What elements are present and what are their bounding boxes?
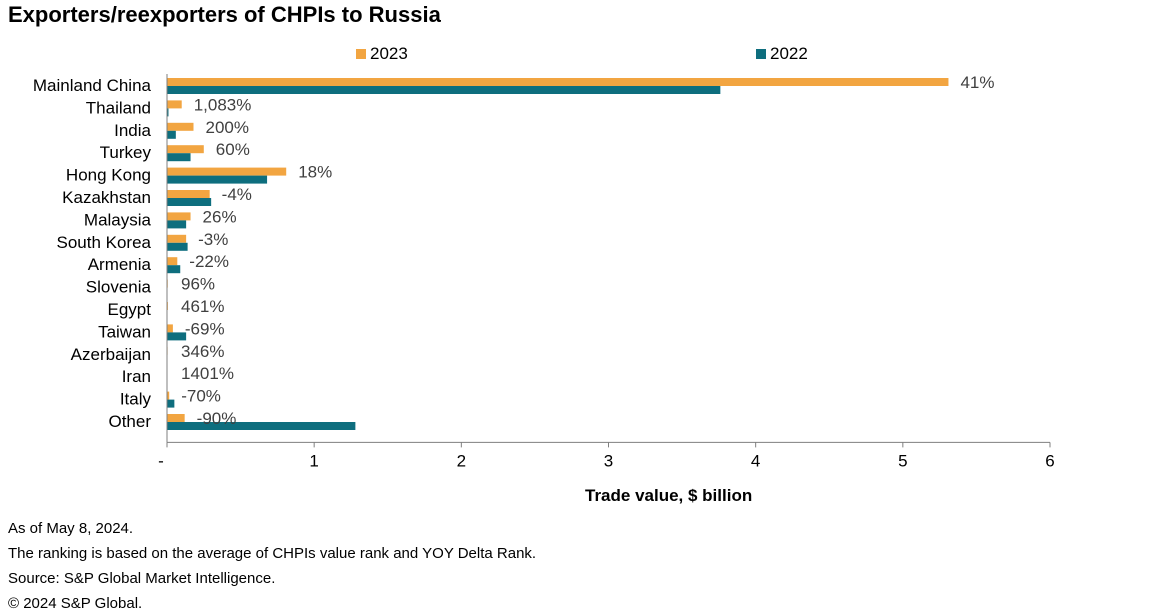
- bar-2022: [167, 242, 188, 251]
- data-label: 18%: [298, 163, 332, 182]
- x-tick-label: 5: [898, 451, 907, 470]
- category-label: India: [114, 121, 151, 140]
- bar-2022: [167, 399, 175, 408]
- data-label: -3%: [198, 230, 228, 249]
- category-label: Mainland China: [33, 76, 152, 95]
- bar-2022: [167, 130, 176, 139]
- bar-2022: [167, 86, 721, 94]
- legend-swatch-2023: [356, 49, 366, 59]
- footnote-source: Source: S&P Global Market Intelligence.: [8, 570, 276, 587]
- x-tick-label: 6: [1045, 451, 1054, 470]
- bar-2023: [167, 414, 185, 422]
- data-label: 1,083%: [194, 95, 252, 114]
- category-label: Azerbaijan: [71, 345, 151, 364]
- category-label: Slovenia: [86, 278, 152, 297]
- bar-2023: [167, 212, 191, 221]
- bar-2023: [167, 190, 210, 198]
- data-label: 60%: [216, 140, 250, 159]
- category-label: Hong Kong: [66, 166, 151, 185]
- bar-2023: [167, 234, 187, 243]
- data-label: -22%: [189, 252, 229, 271]
- category-label: Malaysia: [84, 210, 152, 229]
- data-label: 1401%: [181, 364, 234, 383]
- bar-2023: [167, 100, 182, 109]
- data-label: 461%: [181, 297, 224, 316]
- category-label: Turkey: [100, 143, 152, 162]
- x-tick-label: 4: [751, 451, 760, 470]
- category-label: Thailand: [86, 98, 151, 117]
- bar-2022: [167, 153, 191, 162]
- x-tick-label: 1: [309, 451, 318, 470]
- x-tick-label: 3: [604, 451, 613, 470]
- bar-2022: [167, 265, 181, 274]
- footnote-ranking: The ranking is based on the average of C…: [8, 545, 537, 562]
- bar-2022: [167, 422, 356, 430]
- bar-2023: [167, 324, 173, 333]
- category-label: Taiwan: [98, 322, 151, 341]
- bar-2023: [167, 78, 949, 86]
- x-axis-title: Trade value, $ billion: [585, 486, 753, 505]
- category-label: Armenia: [88, 255, 152, 274]
- category-label: Kazakhstan: [62, 188, 151, 207]
- bar-2022: [167, 332, 187, 341]
- data-label: 26%: [203, 207, 237, 226]
- legend-label-2023: 2023: [370, 44, 408, 63]
- bar-2022: [167, 220, 187, 229]
- bar-chart: Mainland China Thailand India Turkey Hong Ko…: [33, 73, 1055, 470]
- bar-2023: [167, 257, 178, 266]
- data-label: 41%: [960, 73, 994, 92]
- bar-2022: [167, 108, 169, 117]
- legend-label-2022: 2022: [770, 44, 808, 63]
- chart-title: Exporters/reexporters of CHPIs to Russia: [8, 2, 441, 27]
- bar-2022: [167, 198, 212, 206]
- category-label: Italy: [120, 390, 152, 409]
- category-labels: Mainland China Thailand India Turkey Hong Ko…: [33, 76, 152, 431]
- category-label: Other: [108, 412, 151, 431]
- category-label: South Korea: [56, 233, 151, 252]
- category-label: Iran: [122, 367, 151, 386]
- bar-2023: [167, 391, 170, 400]
- footnote-copyright: © 2024 S&P Global.: [8, 595, 143, 612]
- bars-group: [167, 78, 949, 430]
- bar-2022: [167, 175, 268, 184]
- data-label: 200%: [205, 118, 248, 137]
- x-tick-label: 2: [457, 451, 466, 470]
- footnote-date: As of May 8, 2024.: [8, 520, 134, 537]
- legend-swatch-2022: [756, 49, 766, 59]
- data-label: 96%: [181, 275, 215, 294]
- x-tick-labels: - 1 2 3 4 5 6: [158, 442, 1055, 470]
- bar-2023: [167, 167, 287, 176]
- data-label: -69%: [185, 319, 225, 338]
- data-labels: 41% 1,083% 200% 60% 18% -4% 26% -3% -22% 96% 461% -…: [181, 73, 994, 428]
- data-label: -4%: [222, 185, 252, 204]
- bar-2023: [167, 122, 194, 131]
- data-label: -70%: [181, 387, 221, 406]
- legend-item-2023: 2023: [356, 44, 408, 64]
- x-tick-label: -: [158, 451, 164, 470]
- legend-item-2022: 2022: [756, 44, 808, 64]
- category-label: Egypt: [108, 300, 152, 319]
- data-label: -90%: [197, 409, 237, 428]
- bar-2023: [167, 145, 204, 154]
- data-label: 346%: [181, 342, 224, 361]
